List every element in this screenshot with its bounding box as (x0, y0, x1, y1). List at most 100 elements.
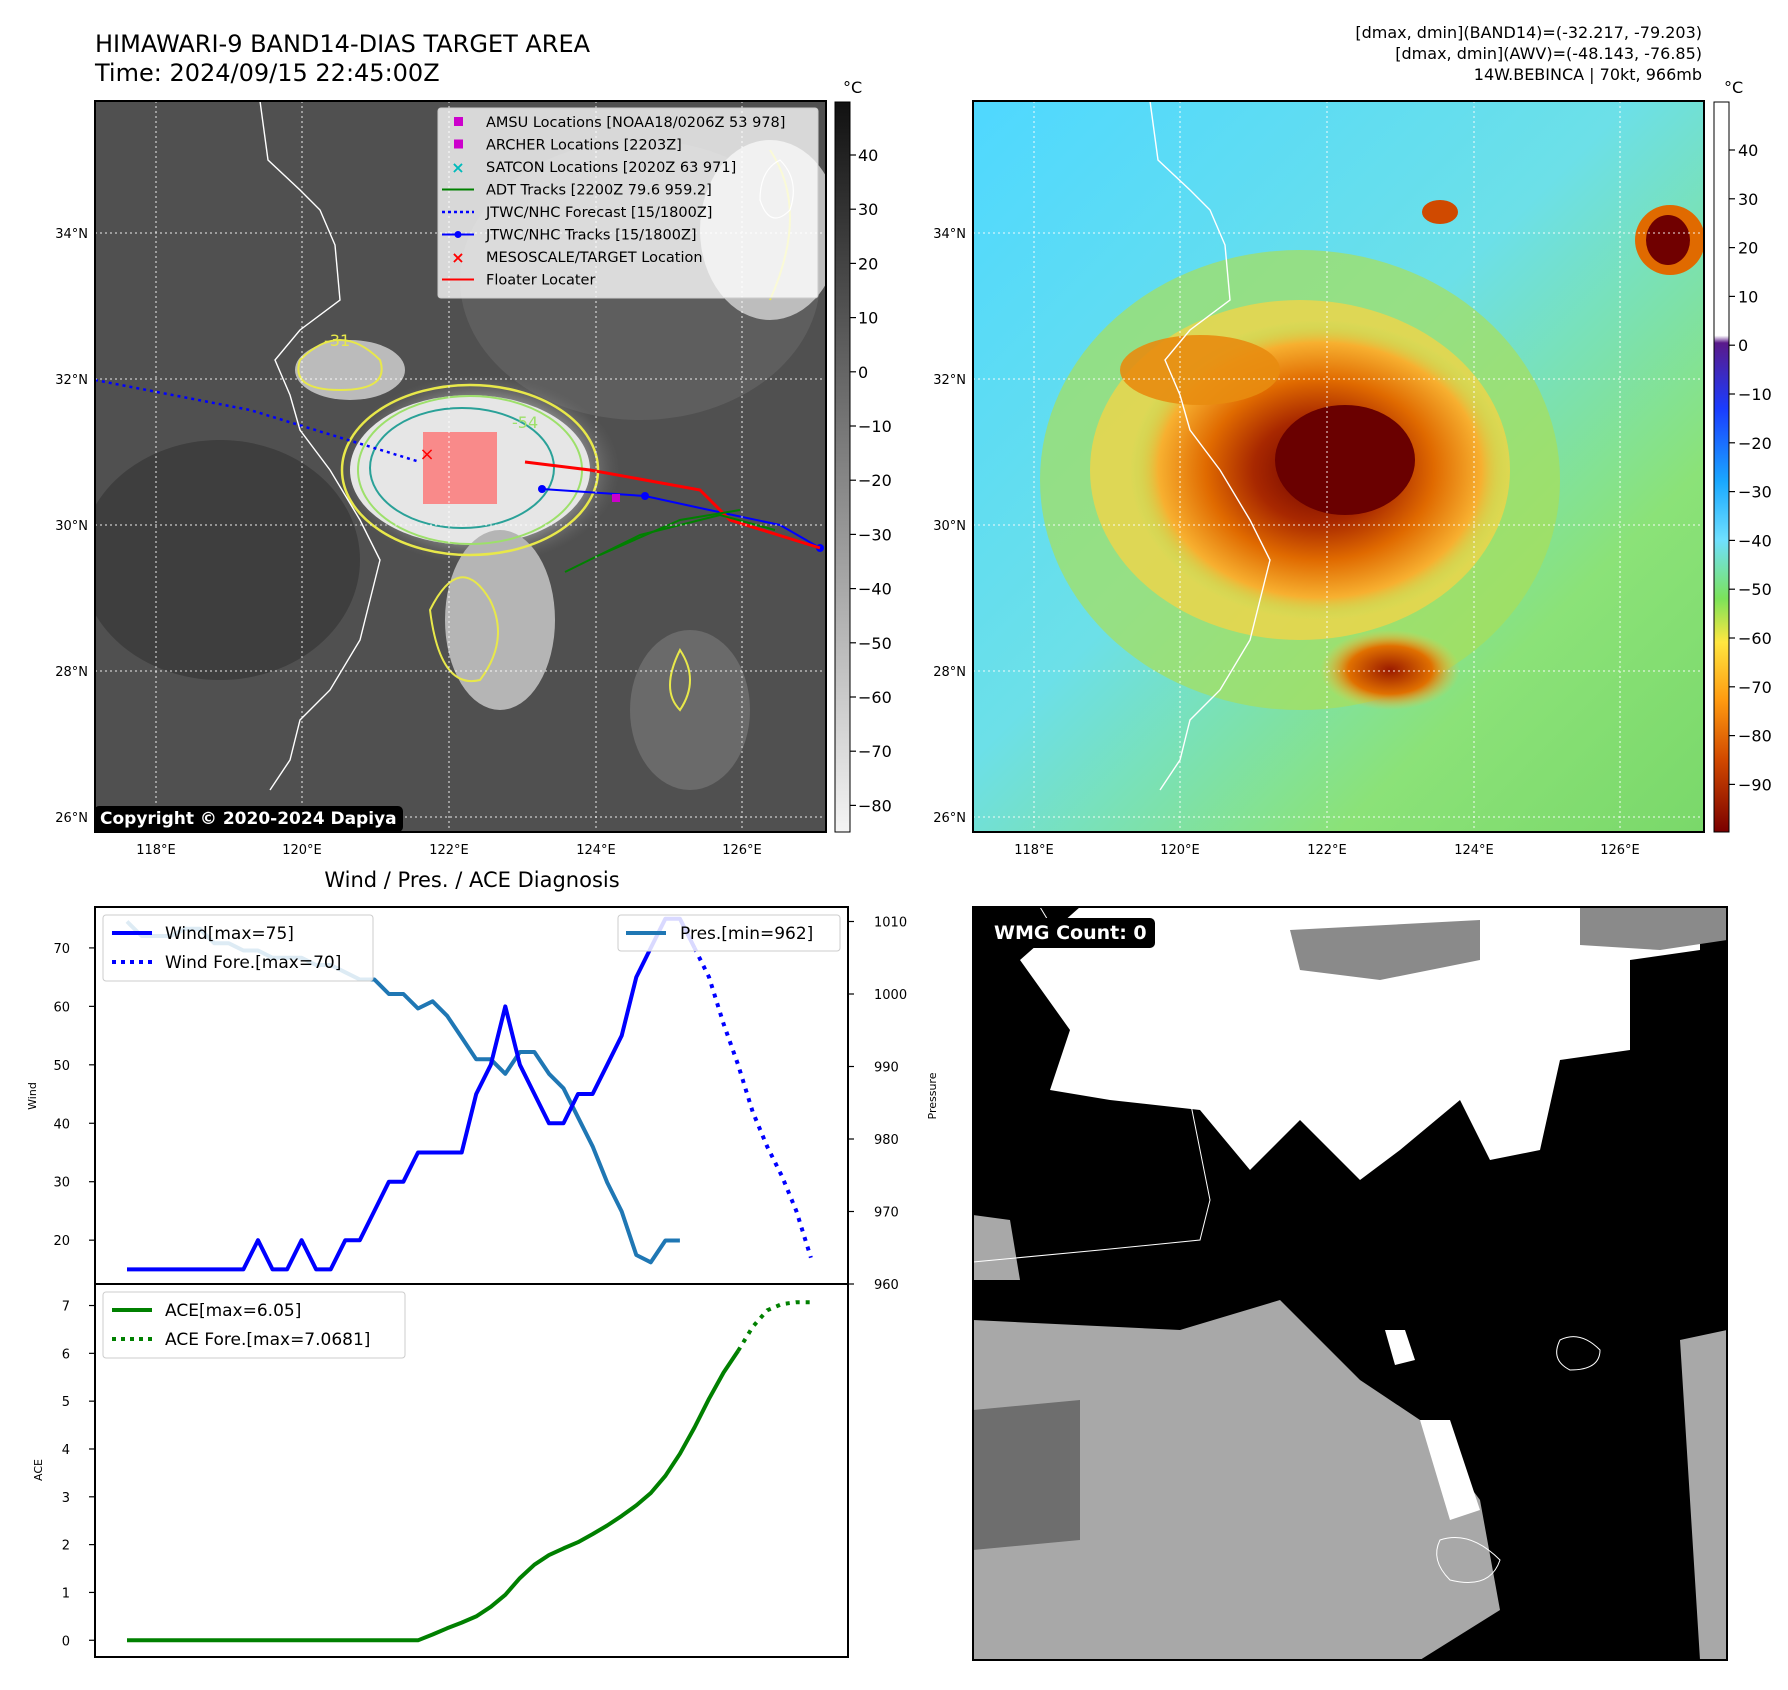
lat-tick-a-34: 34°N (55, 227, 88, 242)
wind-tick-3: 50 (53, 1059, 70, 1074)
legend-swatch-6: × (451, 248, 464, 267)
legend-label-6: MESOSCALE/TARGET Location (486, 250, 703, 266)
legend-swatch-1 (454, 139, 463, 149)
lon-tick-a-126: 126°E (722, 843, 762, 858)
legend-label-2: SATCON Locations [2020Z 63 971] (486, 160, 736, 176)
awv-cbar-tick-5: −10 (1738, 385, 1772, 404)
awv-map-panel (972, 100, 1705, 833)
wind-tick-1: 30 (53, 1176, 70, 1191)
wmg-count-badge: WMG Count: 0 (986, 918, 1155, 948)
awv-cbar-tick-6: −20 (1738, 434, 1772, 453)
awv-cbar-tick-4: 0 (1738, 336, 1748, 355)
ace-axis-label: ACE (32, 1459, 45, 1481)
lon-tick-b-122: 122°E (1307, 843, 1347, 858)
ir-cbar-tick-9: −50 (858, 634, 892, 653)
wind-fore-legend-label: Wind Fore.[max=70] (165, 953, 341, 973)
lat-tick-b-32: 32°N (933, 373, 966, 388)
lat-tick-a-26: 26°N (55, 811, 88, 826)
awv-colorbar: °C 40 30 20 10 0 −10 −20 −30 −40 −50 −60 −70 −80 −90 (1713, 78, 1772, 833)
legend-label-3: ADT Tracks [2200Z 79.6 959.2] (486, 183, 712, 199)
awv-colorbar-unit: °C (1724, 78, 1743, 97)
info-awv: [dmax, dmin](AWV)=(-48.143, -76.85) (1395, 44, 1702, 63)
ir-colorbar-unit: °C (843, 78, 862, 97)
figure-time: Time: 2024/09/15 22:45:00Z (94, 59, 440, 87)
awv-imagery (973, 101, 1704, 832)
jtwc-track-line (541, 488, 821, 549)
awv-cbar-tick-13: −90 (1738, 775, 1772, 794)
ir-cbar-tick-5: −10 (858, 417, 892, 436)
lat-tick-a-32: 32°N (55, 373, 88, 388)
awv-cbar-tick-0: 40 (1738, 141, 1758, 160)
wind-legend: Wind[max=75] Wind Fore.[max=70] (102, 914, 374, 982)
lat-tick-b-26: 26°N (933, 811, 966, 826)
ir-cbar-tick-2: 20 (858, 254, 878, 273)
legend-label-5: JTWC/NHC Tracks [15/1800Z] (485, 228, 697, 244)
ace-tick-7: 7 (62, 1300, 70, 1315)
wmg-map-panel (972, 906, 1728, 1661)
wind-tick-2: 40 (53, 1117, 70, 1132)
lat-tick-b-28: 28°N (933, 665, 966, 680)
pressure-axis-label: Pressure (926, 1072, 939, 1119)
awv-cbar-tick-3: 10 (1738, 287, 1758, 306)
legend-swatch-5 (442, 231, 474, 238)
wind-pressure-chart: 20 30 40 50 60 70 960 970 980 990 1000 1010 Wind P… (26, 906, 939, 1293)
lat-tick-a-28: 28°N (55, 665, 88, 680)
wind-line (127, 916, 697, 1272)
wind-tick-0: 20 (53, 1234, 70, 1249)
ir-cbar-tick-11: −70 (858, 742, 892, 761)
svg-text:×: × (451, 248, 464, 267)
contour-label-54: -54 (512, 413, 538, 432)
svg-text:×: × (451, 158, 464, 177)
ace-chart: 0 1 2 3 4 5 6 7 ACE ACE[max=6.05] ACE Fore.[max… (32, 1283, 849, 1658)
legend-label-1: ARCHER Locations [2203Z] (486, 138, 682, 154)
pres-tick-4: 1000 (874, 988, 907, 1003)
legend-swatch-2: × (451, 158, 464, 177)
copyright-badge: Copyright © 2020-2024 Dapiya (94, 806, 403, 832)
ir-cbar-tick-10: −60 (858, 688, 892, 707)
awv-cbar-tick-12: −80 (1738, 727, 1772, 746)
ace-tick-1: 1 (62, 1586, 70, 1601)
lon-tick-b-118: 118°E (1014, 843, 1054, 858)
legend-label-4: JTWC/NHC Forecast [15/1800Z] (485, 205, 712, 221)
wind-tick-5: 70 (53, 942, 70, 957)
lat-tick-b-30: 30°N (933, 519, 966, 534)
lon-tick-a-122: 122°E (429, 843, 469, 858)
ir-cbar-tick-7: −30 (858, 525, 892, 544)
lon-tick-a-118: 118°E (136, 843, 176, 858)
figure-title: HIMAWARI-9 BAND14-DIAS TARGET AREA (95, 30, 591, 58)
pres-tick-0: 960 (874, 1278, 899, 1293)
wind-legend-label: Wind[max=75] (165, 924, 294, 944)
diagnosis-title: Wind / Pres. / ACE Diagnosis (324, 868, 619, 892)
ir-cbar-tick-12: −80 (858, 796, 892, 815)
ace-tick-2: 2 (62, 1539, 70, 1554)
ir-cbar-tick-6: −20 (858, 471, 892, 490)
wind-tick-4: 60 (53, 1000, 70, 1015)
pres-tick-1: 970 (874, 1206, 899, 1221)
legend-label-7: Floater Locater (486, 273, 595, 289)
pres-tick-3: 990 (874, 1061, 899, 1076)
ace-line (127, 1349, 740, 1643)
lat-tick-a-30: 30°N (55, 519, 88, 534)
wmg-imagery (973, 907, 1727, 1660)
awv-cbar-tick-7: −30 (1738, 483, 1772, 502)
ir-colorbar: °C 40 30 20 10 0 −10 −20 −30 −40 −50 −60 −70 −80 (834, 78, 892, 833)
ace-tick-6: 6 (62, 1347, 70, 1362)
ir-map-panel: -31 -54 × (94, 100, 827, 833)
awv-cbar-tick-9: −50 (1738, 580, 1772, 599)
info-band14: [dmax, dmin](BAND14)=(-32.217, -79.203) (1355, 23, 1702, 42)
ir-cbar-tick-4: 0 (858, 363, 868, 382)
target-marker: × (419, 444, 434, 465)
pres-tick-5: 1010 (874, 916, 907, 931)
floater-box (423, 432, 497, 504)
ir-legend: AMSU Locations [NOAA18/0206Z 53 978] ARCH… (437, 107, 819, 299)
lon-tick-a-124: 124°E (576, 843, 616, 858)
ace-tick-0: 0 (62, 1634, 70, 1649)
legend-swatch-0 (454, 117, 463, 126)
awv-cbar-tick-1: 30 (1738, 190, 1758, 209)
lon-tick-b-126: 126°E (1600, 843, 1640, 858)
lon-tick-b-124: 124°E (1454, 843, 1494, 858)
ir-cbar-tick-3: 10 (858, 309, 878, 328)
awv-cbar-tick-10: −60 (1738, 629, 1772, 648)
lon-tick-b-120: 120°E (1160, 843, 1200, 858)
contour-label-31: -31 (324, 331, 350, 350)
